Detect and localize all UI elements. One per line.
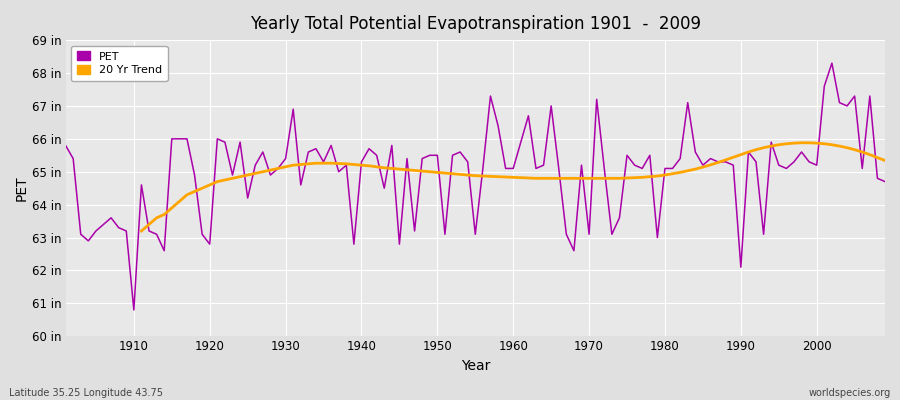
Y-axis label: PET: PET — [15, 175, 29, 201]
Title: Yearly Total Potential Evapotranspiration 1901  -  2009: Yearly Total Potential Evapotranspiratio… — [250, 15, 701, 33]
X-axis label: Year: Year — [461, 359, 490, 373]
Text: Latitude 35.25 Longitude 43.75: Latitude 35.25 Longitude 43.75 — [9, 388, 163, 398]
Legend: PET, 20 Yr Trend: PET, 20 Yr Trend — [71, 46, 167, 81]
Text: worldspecies.org: worldspecies.org — [809, 388, 891, 398]
